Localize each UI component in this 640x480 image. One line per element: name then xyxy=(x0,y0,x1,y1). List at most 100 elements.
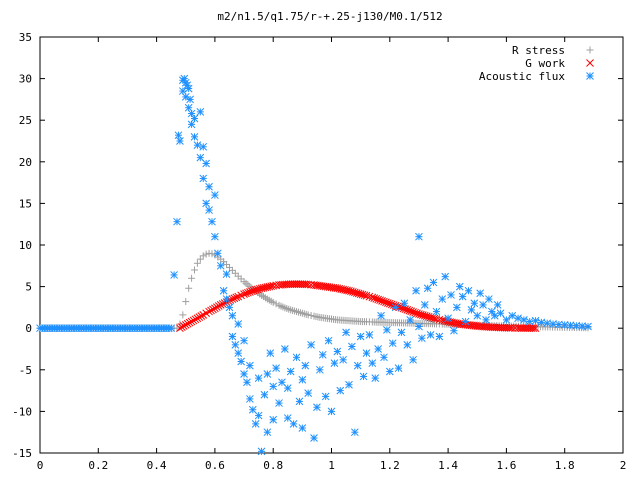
data-point xyxy=(531,316,540,325)
data-point xyxy=(237,357,245,366)
data-point xyxy=(470,299,479,308)
y-tick-label: -10 xyxy=(12,405,32,418)
x-tick-label: 1.8 xyxy=(555,459,575,472)
data-point xyxy=(493,301,502,309)
data-point xyxy=(188,274,196,282)
y-tick-label: -5 xyxy=(19,364,32,377)
data-point xyxy=(420,301,429,309)
data-point xyxy=(300,310,308,318)
data-point xyxy=(190,114,199,123)
legend-label: R stress xyxy=(512,44,565,57)
data-point xyxy=(432,307,441,316)
data-point xyxy=(195,313,204,321)
data-point xyxy=(527,324,536,332)
x-axis-tick-labels: 0 0.2 0.4 0.6 0.8 1 1.2 1.4 1.6 1.8 2 xyxy=(37,459,627,472)
data-point xyxy=(383,326,391,334)
x-tick-label: 0.4 xyxy=(147,459,167,472)
data-point xyxy=(246,361,254,370)
data-point xyxy=(429,278,438,287)
legend-marker xyxy=(586,46,594,54)
data-point xyxy=(207,306,215,315)
data-point xyxy=(190,266,198,274)
data-point xyxy=(435,332,444,341)
data-point xyxy=(362,291,371,300)
data-point xyxy=(397,328,406,337)
data-point xyxy=(213,249,222,258)
data-point xyxy=(184,84,193,93)
series-acoustic-flux xyxy=(36,74,592,456)
data-point xyxy=(368,359,377,367)
data-point xyxy=(173,217,181,226)
data-point xyxy=(327,407,336,416)
data-point xyxy=(518,324,526,332)
data-point xyxy=(167,324,176,333)
data-point xyxy=(584,322,592,331)
data-point xyxy=(223,261,231,269)
data-point xyxy=(516,324,524,332)
data-point xyxy=(502,316,511,324)
data-point xyxy=(293,308,301,316)
data-point xyxy=(220,258,228,266)
data-point xyxy=(269,415,278,424)
data-point xyxy=(473,311,482,320)
data-point xyxy=(438,295,447,303)
data-point xyxy=(176,137,184,145)
data-point xyxy=(298,375,307,384)
data-point xyxy=(228,266,236,274)
data-point xyxy=(342,328,350,337)
data-point xyxy=(234,349,243,358)
data-point xyxy=(208,217,216,226)
data-point xyxy=(185,318,194,327)
data-point xyxy=(291,307,299,315)
data-point xyxy=(231,269,239,277)
y-tick-label: -15 xyxy=(12,447,32,460)
data-point xyxy=(254,374,263,382)
data-point xyxy=(240,336,248,345)
data-point xyxy=(520,324,528,332)
data-point xyxy=(345,380,353,389)
data-point xyxy=(409,355,417,364)
data-point xyxy=(432,315,441,323)
data-point xyxy=(211,304,219,313)
data-point xyxy=(197,312,206,320)
data-point xyxy=(514,314,522,323)
series-g-work xyxy=(176,280,540,333)
x-tick-label: 0.6 xyxy=(205,459,225,472)
data-point xyxy=(275,399,283,407)
data-point xyxy=(339,355,348,364)
data-point xyxy=(388,339,397,348)
y-tick-label: 5 xyxy=(25,281,32,294)
data-point xyxy=(205,307,213,316)
data-point xyxy=(333,347,342,356)
data-point xyxy=(199,252,207,260)
data-point xyxy=(476,289,485,298)
x-tick-label: 0 xyxy=(37,459,44,472)
y-tick-label: 30 xyxy=(19,73,32,86)
x-tick-label: 1.2 xyxy=(380,459,400,472)
data-point xyxy=(482,316,490,324)
data-point xyxy=(330,359,339,367)
x-tick-label: 0.2 xyxy=(88,459,108,472)
legend-marker xyxy=(586,59,594,67)
data-point xyxy=(313,403,321,412)
data-point xyxy=(496,309,505,318)
data-point xyxy=(179,322,188,330)
data-point xyxy=(441,272,450,281)
data-point xyxy=(205,206,213,214)
data-point xyxy=(234,320,243,328)
data-point xyxy=(307,312,315,320)
data-point xyxy=(196,108,205,116)
data-point xyxy=(240,370,248,378)
data-point xyxy=(193,141,202,150)
data-point xyxy=(254,411,263,420)
data-point xyxy=(415,322,423,331)
data-point xyxy=(196,255,204,263)
data-point xyxy=(294,280,303,288)
chart-title: m2/n1.5/q1.75/r-+.25-j130/M0.1/512 xyxy=(217,10,442,23)
data-point xyxy=(184,103,193,112)
data-point xyxy=(263,428,272,437)
data-point xyxy=(289,306,297,314)
data-point xyxy=(228,332,237,341)
data-point xyxy=(380,353,388,362)
data-point xyxy=(292,280,301,288)
